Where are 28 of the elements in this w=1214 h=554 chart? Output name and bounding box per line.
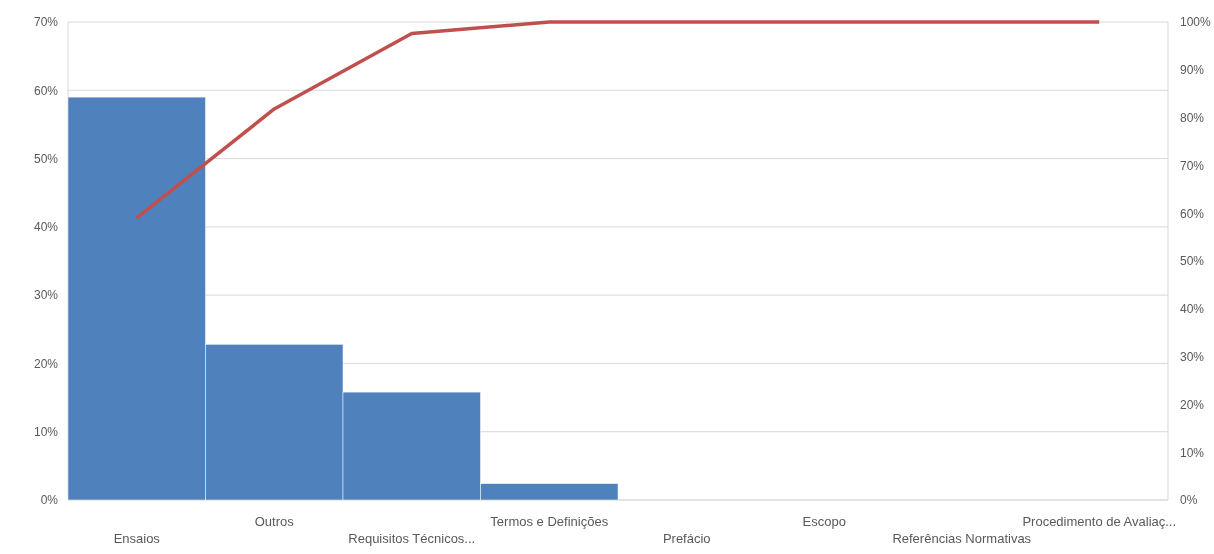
y2-tick-label: 50% [1180, 254, 1205, 269]
x-tick-label: Outros [254, 514, 295, 529]
y2-tick-label: 30% [1180, 349, 1205, 364]
y2-tick-label: 80% [1180, 110, 1205, 125]
y-tick-label: 70% [33, 15, 59, 30]
x-tick-label: Termos e Definições [490, 514, 609, 529]
y2-tick-label: 90% [1180, 63, 1205, 78]
y2-tick-label: 20% [1180, 397, 1205, 412]
y-tick-label: 60% [33, 83, 59, 98]
x-tick-label: Procedimento de Avaliaç... [1022, 514, 1177, 529]
y-tick-label: 30% [33, 288, 59, 303]
y2-tick-label: 0% [1180, 493, 1198, 508]
y2-tick-label: 10% [1180, 445, 1205, 460]
y2-tick-label: 70% [1180, 158, 1205, 173]
line-series [135, 20, 1101, 220]
y2-tick-label: 40% [1180, 302, 1205, 317]
x-tick-label: Requisitos Técnicos... [348, 531, 476, 546]
x-tick-label: Prefácio [662, 531, 711, 546]
y-tick-label: 20% [33, 356, 59, 371]
y-tick-label: 10% [33, 425, 59, 440]
y2-tick-label: 60% [1180, 206, 1205, 221]
y-tick-label: 40% [33, 220, 59, 235]
x-tick-label: Escopo [802, 514, 846, 529]
x-tick-label: Ensaios [113, 531, 161, 546]
x-tick-label: Referências Normativas [892, 531, 1032, 546]
y-tick-label: 50% [33, 151, 59, 166]
y-tick-label: 0% [40, 493, 59, 508]
y2-tick-label: 100% [1180, 15, 1212, 30]
